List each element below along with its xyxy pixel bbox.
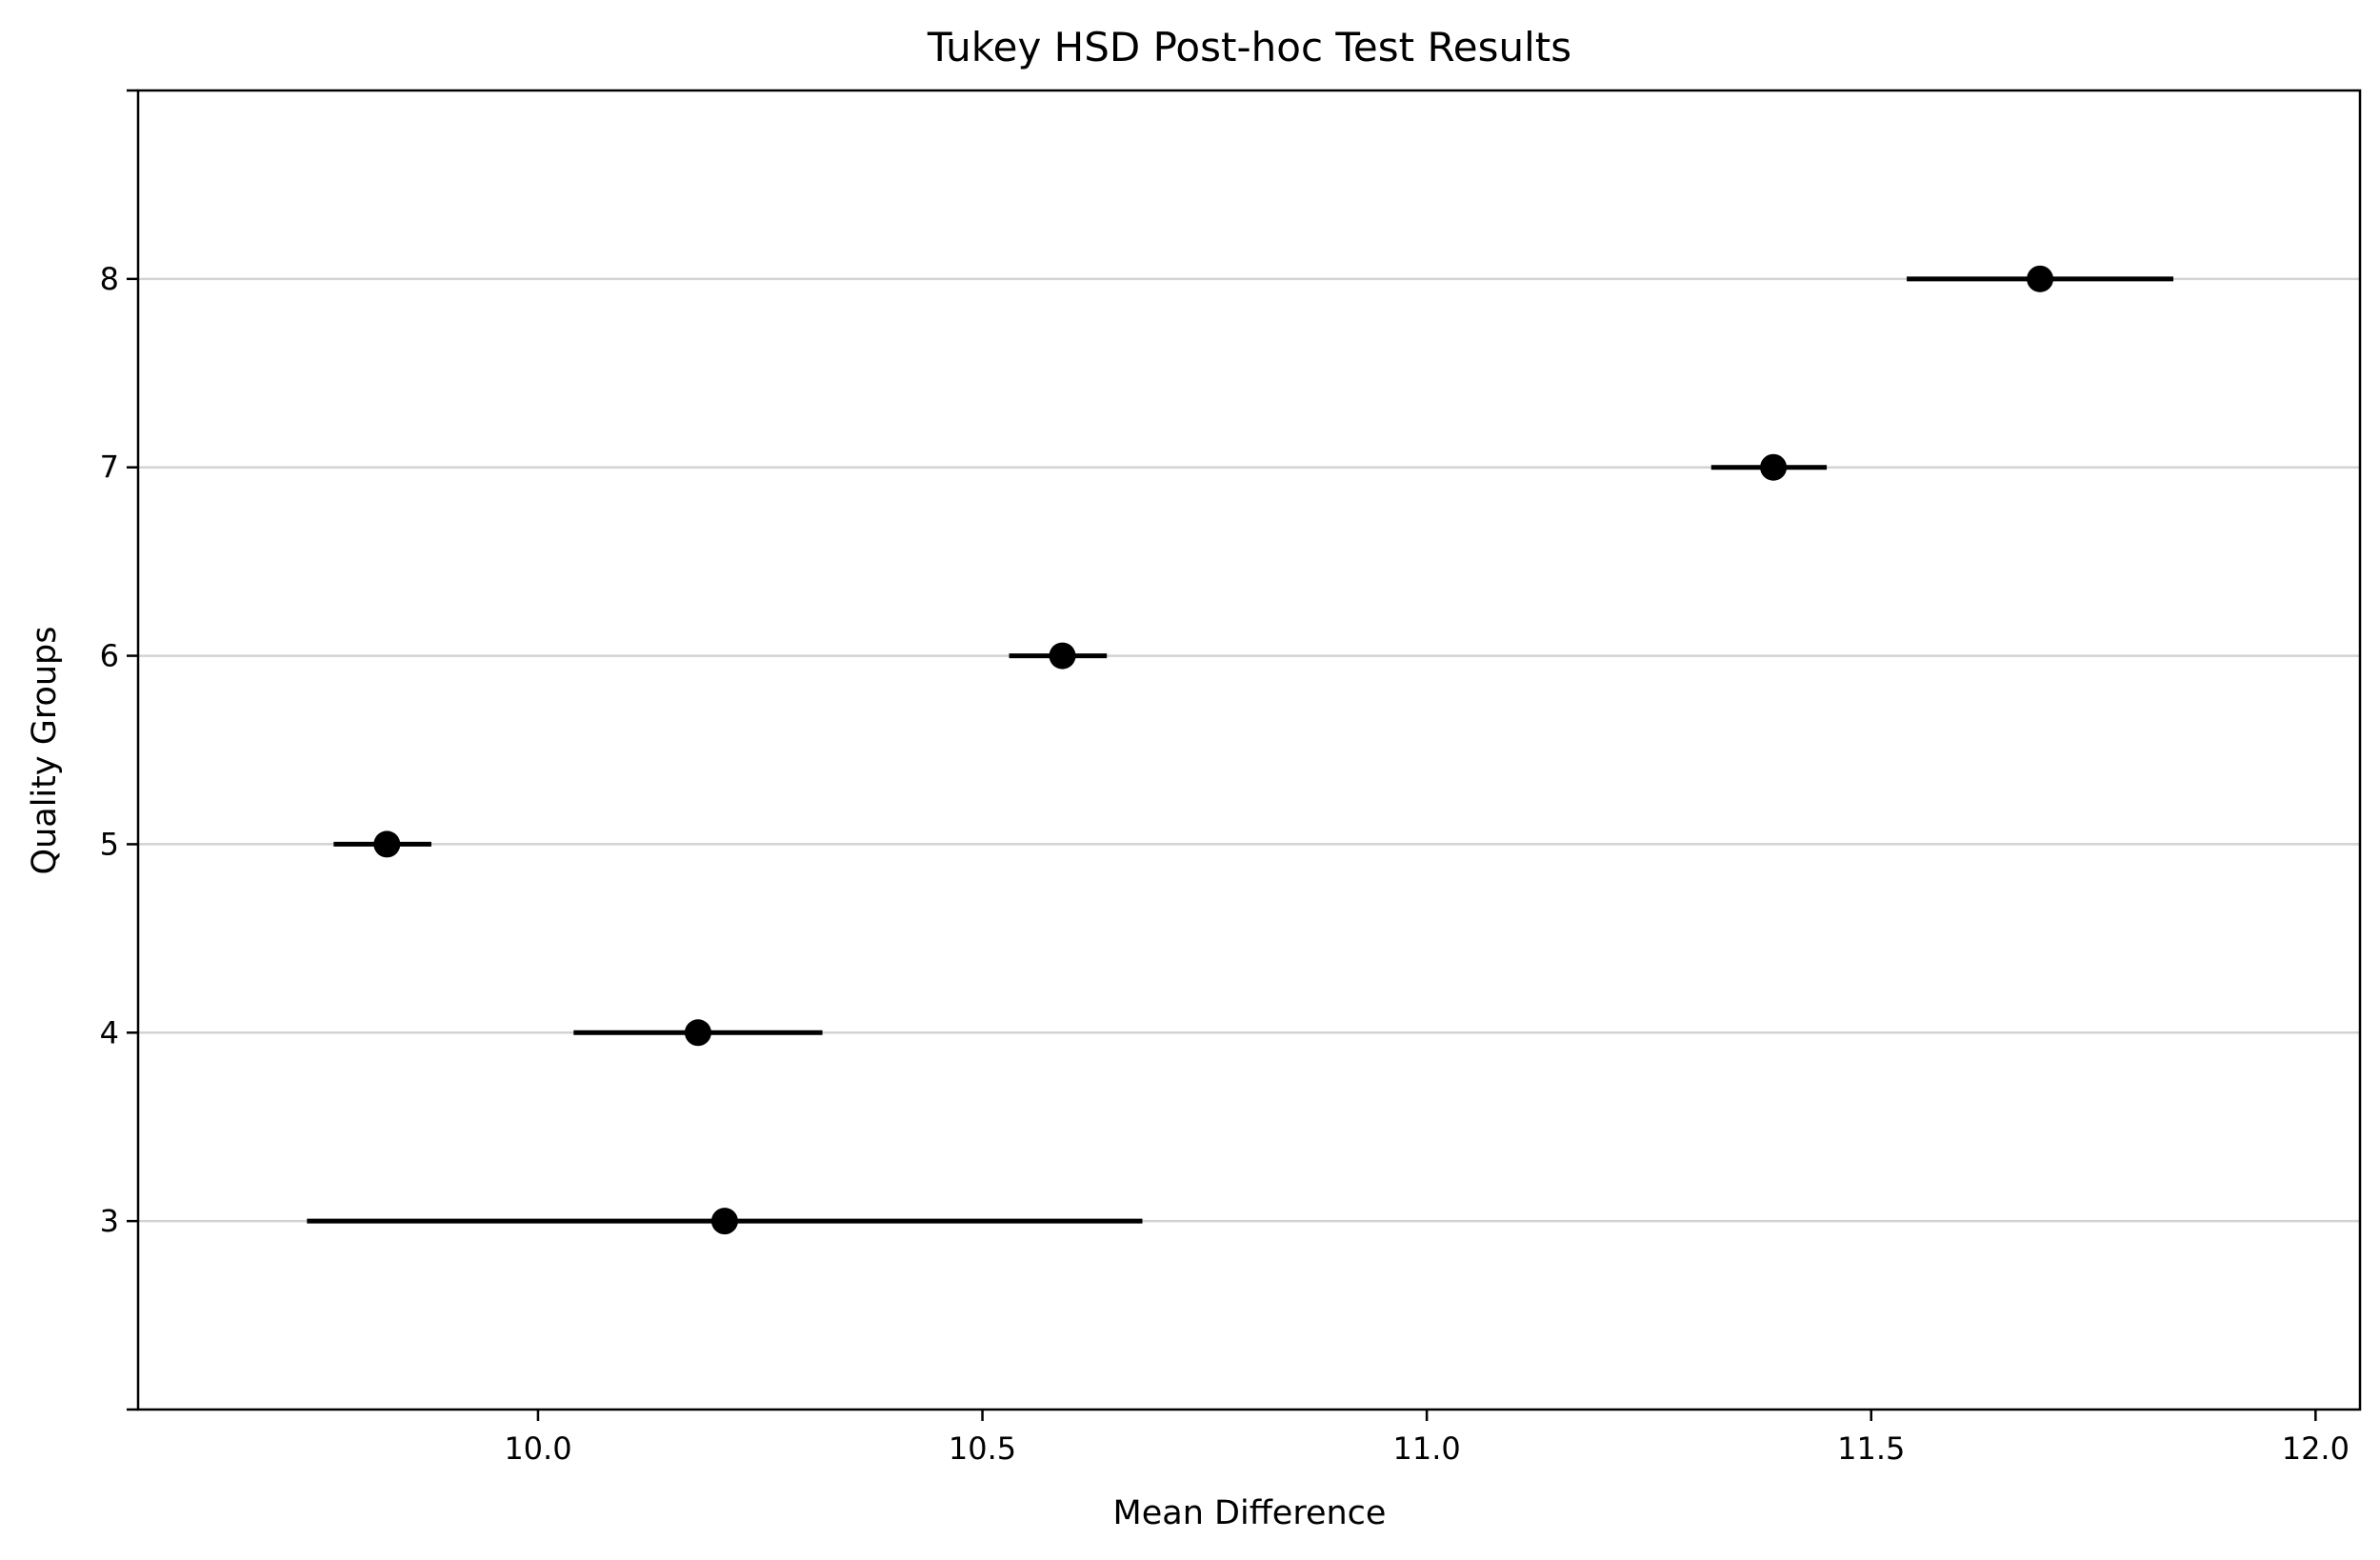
x-tick-label: 12.0 <box>2282 1430 2350 1467</box>
y-tick-label: 4 <box>100 1014 119 1050</box>
x-axis-label: Mean Difference <box>1113 1494 1387 1532</box>
grid-lines <box>138 277 2360 1223</box>
mean-marker-group-3 <box>710 1208 738 1235</box>
y-tick-label: 5 <box>100 826 119 862</box>
y-axis-ticks: 3 4 5 6 7 8 <box>100 89 138 1411</box>
mean-marker-group-4 <box>684 1019 711 1047</box>
y-tick-label: 7 <box>100 450 119 486</box>
y-tick-label: 3 <box>100 1203 119 1239</box>
x-tick-label: 10.5 <box>949 1430 1016 1467</box>
mean-marker-group-8 <box>2027 265 2054 292</box>
plot-frame <box>136 89 2362 1411</box>
mean-marker-group-5 <box>373 830 401 858</box>
mean-marker-group-6 <box>1049 642 1076 670</box>
x-tick-label: 11.5 <box>1837 1430 1905 1467</box>
y-axis-label: Quality Groups <box>26 627 64 875</box>
data-marks <box>307 265 2174 1235</box>
chart-title: Tukey HSD Post-hoc Test Results <box>927 24 1571 70</box>
mean-marker-group-7 <box>1760 453 1788 481</box>
y-tick-label: 6 <box>100 638 119 674</box>
y-tick-label: 8 <box>100 261 119 297</box>
x-tick-label: 10.0 <box>504 1430 571 1467</box>
x-tick-label: 11.0 <box>1393 1430 1461 1467</box>
x-axis-ticks: 10.0 10.5 11.0 11.5 12.0 <box>504 1410 2350 1467</box>
